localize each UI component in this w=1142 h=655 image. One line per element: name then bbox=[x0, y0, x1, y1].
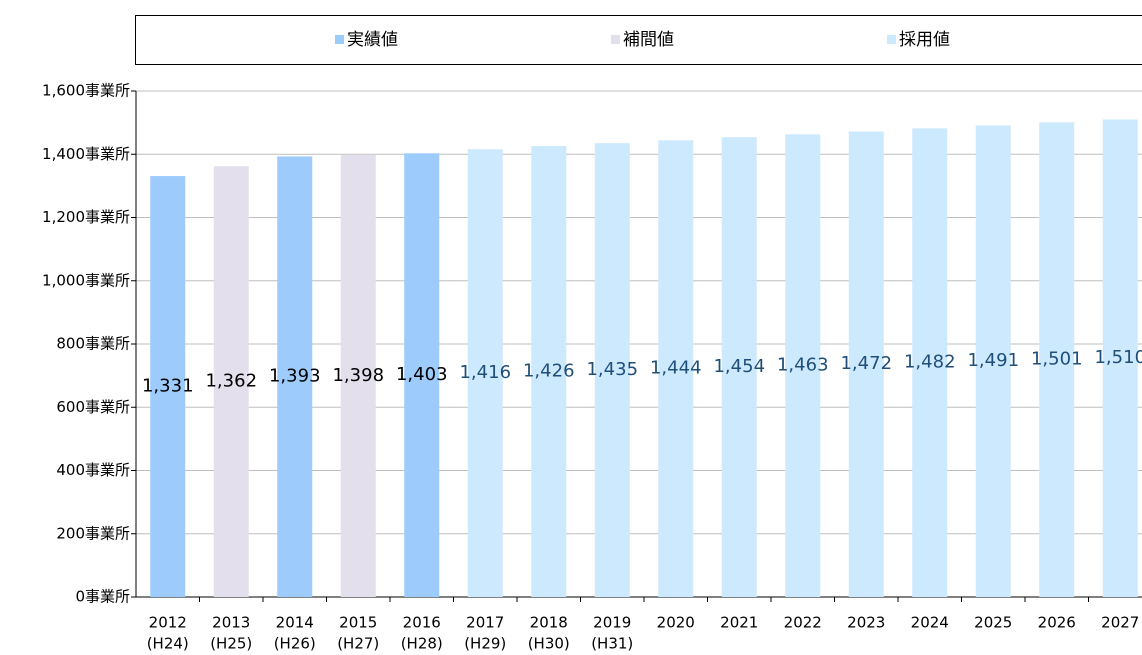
x-tick-label: 2027 bbox=[1101, 614, 1139, 632]
data-label: 1,426 bbox=[523, 361, 575, 382]
bar bbox=[1102, 119, 1138, 598]
legend-label: 補間値 bbox=[623, 30, 674, 50]
y-tick-label: 200事業所 bbox=[56, 524, 130, 542]
x-tick-sublabel: (H28) bbox=[401, 635, 443, 653]
x-tick-sublabel: (H27) bbox=[337, 635, 379, 653]
y-tick-label: 1,600事業所 bbox=[42, 82, 130, 100]
y-tick-label: 1,200事業所 bbox=[42, 208, 130, 226]
x-tick-sublabel: (H26) bbox=[274, 635, 316, 653]
y-tick-label: 600事業所 bbox=[56, 398, 130, 416]
data-label: 1,416 bbox=[459, 362, 511, 383]
legend-box bbox=[135, 15, 1142, 65]
x-tick-label: 2024 bbox=[911, 614, 949, 632]
x-tick-sublabel: (H31) bbox=[591, 635, 633, 653]
bar bbox=[340, 154, 376, 597]
data-label: 1,454 bbox=[713, 356, 765, 377]
bar bbox=[404, 153, 440, 597]
data-label: 1,393 bbox=[269, 366, 321, 387]
y-tick-label: 800事業所 bbox=[56, 335, 130, 353]
legend-swatch bbox=[611, 35, 620, 44]
x-tick-label: 2022 bbox=[784, 614, 822, 632]
data-label: 1,435 bbox=[586, 359, 638, 380]
y-tick-label: 1,400事業所 bbox=[42, 145, 130, 163]
x-tick-label: 2020 bbox=[657, 614, 695, 632]
legend-label: 採用値 bbox=[899, 30, 950, 50]
bar bbox=[150, 176, 186, 598]
x-tick-label: 2021 bbox=[720, 614, 758, 632]
bar bbox=[1039, 122, 1075, 597]
x-tick-label: 2014 bbox=[276, 614, 314, 632]
data-label: 1,362 bbox=[205, 371, 257, 392]
x-tick-label: 2019 bbox=[593, 614, 631, 632]
x-tick-label: 2026 bbox=[1038, 614, 1076, 632]
bar bbox=[658, 140, 694, 597]
bar bbox=[467, 149, 503, 597]
x-tick-sublabel: (H29) bbox=[464, 635, 506, 653]
y-tick-label: 1,000事業所 bbox=[42, 271, 130, 289]
bar bbox=[975, 125, 1011, 597]
x-tick-label: 2013 bbox=[212, 614, 250, 632]
bar bbox=[721, 137, 757, 598]
bar bbox=[277, 156, 313, 597]
x-tick-label: 2025 bbox=[974, 614, 1012, 632]
bar bbox=[594, 143, 630, 597]
legend-swatch bbox=[335, 35, 344, 44]
data-label: 1,482 bbox=[904, 352, 956, 373]
bar bbox=[848, 131, 884, 598]
data-label: 1,398 bbox=[332, 365, 384, 386]
data-label: 1,491 bbox=[967, 350, 1019, 371]
x-tick-label: 2015 bbox=[339, 614, 377, 632]
data-label: 1,472 bbox=[840, 353, 892, 374]
data-label: 1,463 bbox=[777, 355, 829, 376]
y-tick-label: 400事業所 bbox=[56, 461, 130, 479]
legend-swatch bbox=[887, 35, 896, 44]
legend-label: 実績値 bbox=[347, 30, 398, 50]
x-tick-label: 2012 bbox=[149, 614, 187, 632]
data-label: 1,403 bbox=[396, 364, 448, 385]
bar bbox=[912, 128, 948, 597]
data-label: 1,510 bbox=[1094, 347, 1142, 368]
data-label: 1,331 bbox=[142, 376, 194, 397]
data-label: 1,501 bbox=[1031, 349, 1083, 370]
y-tick-label: 0事業所 bbox=[75, 588, 130, 606]
bar bbox=[531, 146, 567, 597]
x-tick-label: 2016 bbox=[403, 614, 441, 632]
bar bbox=[785, 134, 821, 598]
x-tick-label: 2023 bbox=[847, 614, 885, 632]
bar bbox=[213, 166, 249, 597]
x-tick-sublabel: (H25) bbox=[210, 635, 252, 653]
data-label: 1,444 bbox=[650, 358, 702, 379]
x-tick-label: 2017 bbox=[466, 614, 504, 632]
x-tick-sublabel: (H30) bbox=[528, 635, 570, 653]
x-tick-sublabel: (H24) bbox=[147, 635, 189, 653]
x-tick-label: 2018 bbox=[530, 614, 568, 632]
